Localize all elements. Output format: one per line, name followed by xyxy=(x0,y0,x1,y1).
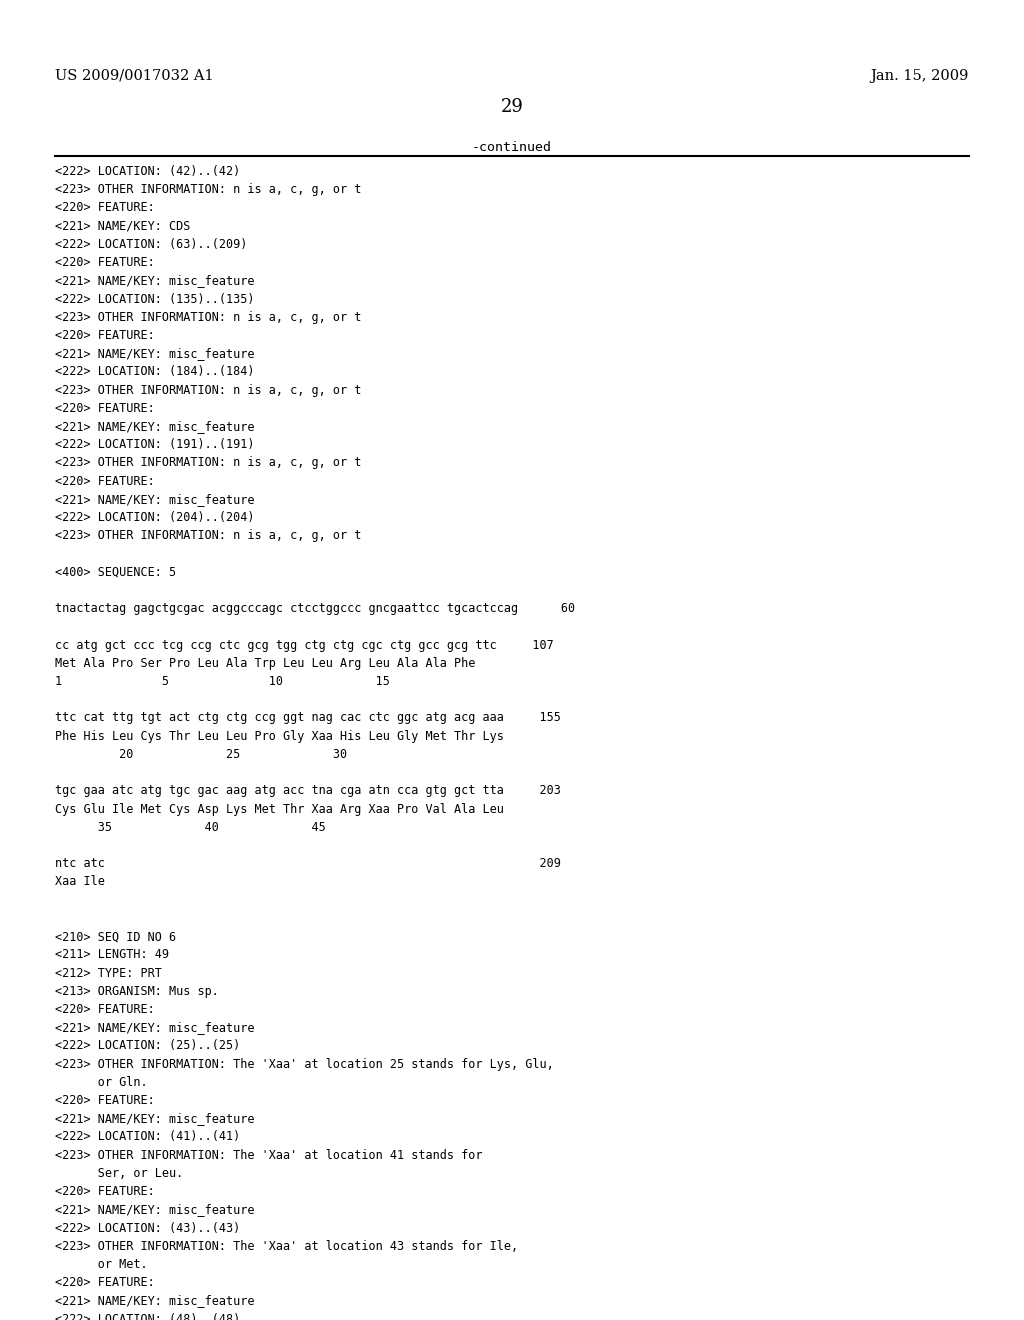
Text: 35             40             45: 35 40 45 xyxy=(55,821,326,834)
Text: <221> NAME/KEY: misc_feature: <221> NAME/KEY: misc_feature xyxy=(55,275,255,288)
Text: US 2009/0017032 A1: US 2009/0017032 A1 xyxy=(55,69,214,83)
Text: <221> NAME/KEY: misc_feature: <221> NAME/KEY: misc_feature xyxy=(55,347,255,360)
Text: <221> NAME/KEY: misc_feature: <221> NAME/KEY: misc_feature xyxy=(55,420,255,433)
Text: 20             25             30: 20 25 30 xyxy=(55,748,347,760)
Text: <220> FEATURE:: <220> FEATURE: xyxy=(55,401,155,414)
Text: <223> OTHER INFORMATION: n is a, c, g, or t: <223> OTHER INFORMATION: n is a, c, g, o… xyxy=(55,183,361,197)
Text: tgc gaa atc atg tgc gac aag atg acc tna cga atn cca gtg gct tta     203: tgc gaa atc atg tgc gac aag atg acc tna … xyxy=(55,784,561,797)
Text: <211> LENGTH: 49: <211> LENGTH: 49 xyxy=(55,948,169,961)
Text: <222> LOCATION: (63)..(209): <222> LOCATION: (63)..(209) xyxy=(55,238,248,251)
Text: <222> LOCATION: (25)..(25): <222> LOCATION: (25)..(25) xyxy=(55,1039,241,1052)
Text: <220> FEATURE:: <220> FEATURE: xyxy=(55,329,155,342)
Text: tnactactag gagctgcgac acggcccagc ctcctggccc gncgaattcc tgcactccag      60: tnactactag gagctgcgac acggcccagc ctcctgg… xyxy=(55,602,575,615)
Text: <220> FEATURE:: <220> FEATURE: xyxy=(55,1003,155,1016)
Text: <222> LOCATION: (42)..(42): <222> LOCATION: (42)..(42) xyxy=(55,165,241,178)
Text: <213> ORGANISM: Mus sp.: <213> ORGANISM: Mus sp. xyxy=(55,985,219,998)
Text: Met Ala Pro Ser Pro Leu Ala Trp Leu Leu Arg Leu Ala Ala Phe: Met Ala Pro Ser Pro Leu Ala Trp Leu Leu … xyxy=(55,657,476,669)
Text: <222> LOCATION: (184)..(184): <222> LOCATION: (184)..(184) xyxy=(55,366,255,379)
Text: Phe His Leu Cys Thr Leu Leu Pro Gly Xaa His Leu Gly Met Thr Lys: Phe His Leu Cys Thr Leu Leu Pro Gly Xaa … xyxy=(55,730,504,743)
Text: <222> LOCATION: (191)..(191): <222> LOCATION: (191)..(191) xyxy=(55,438,255,451)
Text: <221> NAME/KEY: misc_feature: <221> NAME/KEY: misc_feature xyxy=(55,1113,255,1125)
Text: <222> LOCATION: (204)..(204): <222> LOCATION: (204)..(204) xyxy=(55,511,255,524)
Text: <223> OTHER INFORMATION: The 'Xaa' at location 43 stands for Ile,: <223> OTHER INFORMATION: The 'Xaa' at lo… xyxy=(55,1239,518,1253)
Text: Jan. 15, 2009: Jan. 15, 2009 xyxy=(870,69,969,83)
Text: Xaa Ile: Xaa Ile xyxy=(55,875,105,888)
Text: <220> FEATURE:: <220> FEATURE: xyxy=(55,1094,155,1107)
Text: <223> OTHER INFORMATION: n is a, c, g, or t: <223> OTHER INFORMATION: n is a, c, g, o… xyxy=(55,310,361,323)
Text: <221> NAME/KEY: misc_feature: <221> NAME/KEY: misc_feature xyxy=(55,1295,255,1307)
Text: <223> OTHER INFORMATION: n is a, c, g, or t: <223> OTHER INFORMATION: n is a, c, g, o… xyxy=(55,529,361,543)
Text: <223> OTHER INFORMATION: n is a, c, g, or t: <223> OTHER INFORMATION: n is a, c, g, o… xyxy=(55,457,361,470)
Text: <220> FEATURE:: <220> FEATURE: xyxy=(55,475,155,487)
Text: <220> FEATURE:: <220> FEATURE: xyxy=(55,1276,155,1290)
Text: <222> LOCATION: (48)..(48): <222> LOCATION: (48)..(48) xyxy=(55,1312,241,1320)
Text: Ser, or Leu.: Ser, or Leu. xyxy=(55,1167,183,1180)
Text: <222> LOCATION: (135)..(135): <222> LOCATION: (135)..(135) xyxy=(55,293,255,305)
Text: or Gln.: or Gln. xyxy=(55,1076,147,1089)
Text: ntc atc                                                             209: ntc atc 209 xyxy=(55,857,561,870)
Text: <223> OTHER INFORMATION: The 'Xaa' at location 25 stands for Lys, Glu,: <223> OTHER INFORMATION: The 'Xaa' at lo… xyxy=(55,1057,554,1071)
Text: Cys Glu Ile Met Cys Asp Lys Met Thr Xaa Arg Xaa Pro Val Ala Leu: Cys Glu Ile Met Cys Asp Lys Met Thr Xaa … xyxy=(55,803,504,816)
Text: <210> SEQ ID NO 6: <210> SEQ ID NO 6 xyxy=(55,931,176,942)
Text: 1              5              10             15: 1 5 10 15 xyxy=(55,675,390,688)
Text: ttc cat ttg tgt act ctg ctg ccg ggt nag cac ctc ggc atg acg aaa     155: ttc cat ttg tgt act ctg ctg ccg ggt nag … xyxy=(55,711,561,725)
Text: <223> OTHER INFORMATION: n is a, c, g, or t: <223> OTHER INFORMATION: n is a, c, g, o… xyxy=(55,384,361,396)
Text: cc atg gct ccc tcg ccg ctc gcg tgg ctg ctg cgc ctg gcc gcg ttc     107: cc atg gct ccc tcg ccg ctc gcg tgg ctg c… xyxy=(55,639,554,652)
Text: <220> FEATURE:: <220> FEATURE: xyxy=(55,256,155,269)
Text: <212> TYPE: PRT: <212> TYPE: PRT xyxy=(55,966,162,979)
Text: or Met.: or Met. xyxy=(55,1258,147,1271)
Text: -continued: -continued xyxy=(472,141,552,154)
Text: <221> NAME/KEY: misc_feature: <221> NAME/KEY: misc_feature xyxy=(55,1204,255,1216)
Text: <221> NAME/KEY: CDS: <221> NAME/KEY: CDS xyxy=(55,219,190,232)
Text: 29: 29 xyxy=(501,98,523,116)
Text: <222> LOCATION: (41)..(41): <222> LOCATION: (41)..(41) xyxy=(55,1130,241,1143)
Text: <222> LOCATION: (43)..(43): <222> LOCATION: (43)..(43) xyxy=(55,1221,241,1234)
Text: <220> FEATURE:: <220> FEATURE: xyxy=(55,1185,155,1199)
Text: <400> SEQUENCE: 5: <400> SEQUENCE: 5 xyxy=(55,566,176,578)
Text: <220> FEATURE:: <220> FEATURE: xyxy=(55,202,155,214)
Text: <221> NAME/KEY: misc_feature: <221> NAME/KEY: misc_feature xyxy=(55,492,255,506)
Text: <221> NAME/KEY: misc_feature: <221> NAME/KEY: misc_feature xyxy=(55,1022,255,1034)
Text: <223> OTHER INFORMATION: The 'Xaa' at location 41 stands for: <223> OTHER INFORMATION: The 'Xaa' at lo… xyxy=(55,1148,482,1162)
